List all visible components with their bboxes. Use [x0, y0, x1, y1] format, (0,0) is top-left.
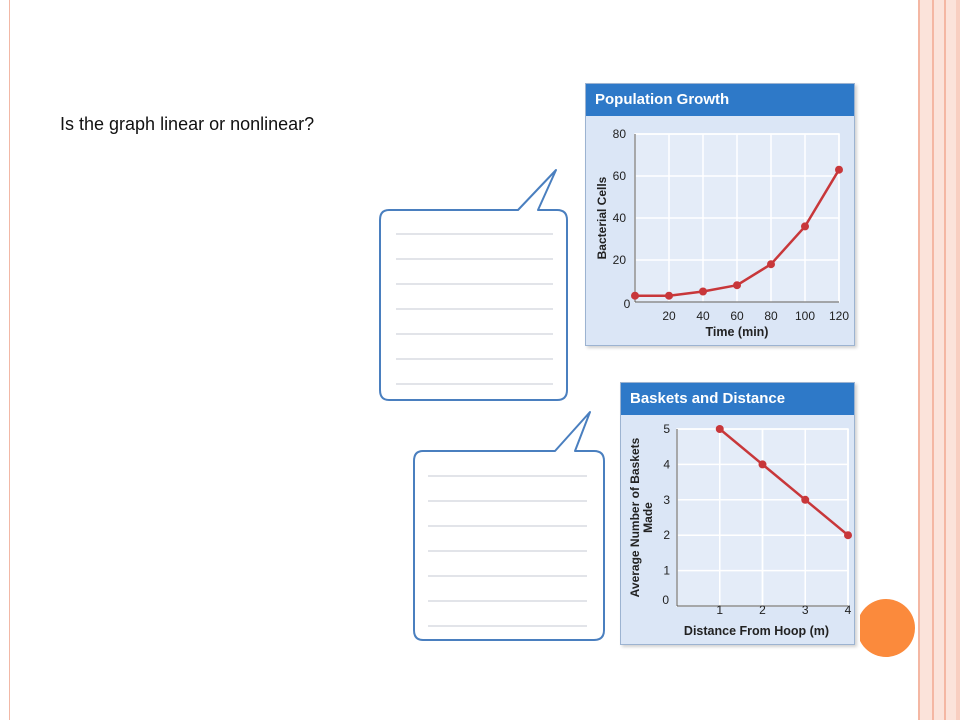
border-stripe [944, 0, 946, 720]
series-line [718, 428, 849, 537]
data-point [801, 495, 810, 504]
x-axis-label: Distance From Hoop (m) [684, 624, 829, 638]
y-axis-label: Average Number of BasketsMade [628, 437, 655, 597]
x-tick-label: 60 [730, 309, 744, 323]
x-tick-label: 80 [764, 309, 778, 323]
writing-lines [396, 233, 553, 385]
y-tick-label: 5 [663, 422, 670, 436]
border-stripe [956, 0, 960, 720]
data-point [699, 287, 707, 296]
data-point [767, 260, 775, 269]
data-point [665, 291, 673, 300]
x-axis-label: Time (min) [706, 325, 769, 339]
y-tick-label: 60 [613, 169, 627, 183]
question-text: Is the graph linear or nonlinear? [60, 114, 315, 134]
data-point [715, 425, 724, 433]
x-tick-label: 100 [795, 309, 815, 323]
border-stripe [932, 0, 934, 720]
y-axis-label: Bacterial Cells [595, 176, 609, 259]
y-tick-label: 40 [613, 211, 627, 225]
y-tick-label: 3 [663, 493, 670, 507]
chart-title: Population Growth [586, 84, 854, 116]
y-tick-label: 1 [663, 564, 670, 578]
x-tick-label: 0 [624, 297, 631, 311]
chart-title: Baskets and Distance [621, 383, 854, 415]
x-tick-label: 20 [662, 309, 676, 323]
data-point [631, 291, 639, 300]
data-point [758, 460, 767, 469]
chart-population-growth: Population Growth 0 20 40 60 80 100 120 20 40 60 8… [585, 83, 855, 346]
data-point [844, 531, 852, 540]
x-tick-label: 120 [829, 309, 849, 323]
y-tick-label: 2 [663, 528, 670, 542]
speech-bubble-outline [379, 169, 568, 401]
y-tick-label: 0 [662, 593, 669, 607]
chart-baskets-distance: Baskets and Distance 1 2 3 4 0 1 2 3 4 5 Distance … [620, 382, 855, 645]
speech-bubble-answer-1 [379, 169, 568, 401]
chart-plot-baskets: 1 2 3 4 0 1 2 3 4 5 Distance From Hoop (m) Average … [628, 422, 852, 638]
y-tick-label: 80 [613, 127, 627, 141]
y-tick-label: 20 [613, 253, 627, 267]
chart-plot-population: 0 20 40 60 80 100 120 20 40 60 80 Time (min) Bacteri… [595, 127, 849, 339]
x-tick-label: 2 [759, 603, 766, 617]
border-stripe [918, 0, 920, 720]
x-tick-label: 3 [802, 603, 809, 617]
slide-left-border [9, 0, 10, 720]
data-point [733, 281, 741, 290]
slide-right-border [918, 0, 960, 720]
x-tick-label: 4 [845, 603, 852, 617]
figure-panel: Population Growth 0 20 40 60 80 100 120 20 40 60 8… [379, 80, 860, 658]
data-point [801, 222, 809, 231]
x-tick-label: 1 [716, 603, 723, 617]
decorative-orange-circle [857, 599, 915, 657]
data-point [835, 165, 843, 174]
x-tick-label: 40 [696, 309, 710, 323]
speech-bubble-answer-2 [413, 411, 605, 641]
y-tick-label: 4 [663, 457, 670, 471]
writing-lines [428, 475, 587, 627]
